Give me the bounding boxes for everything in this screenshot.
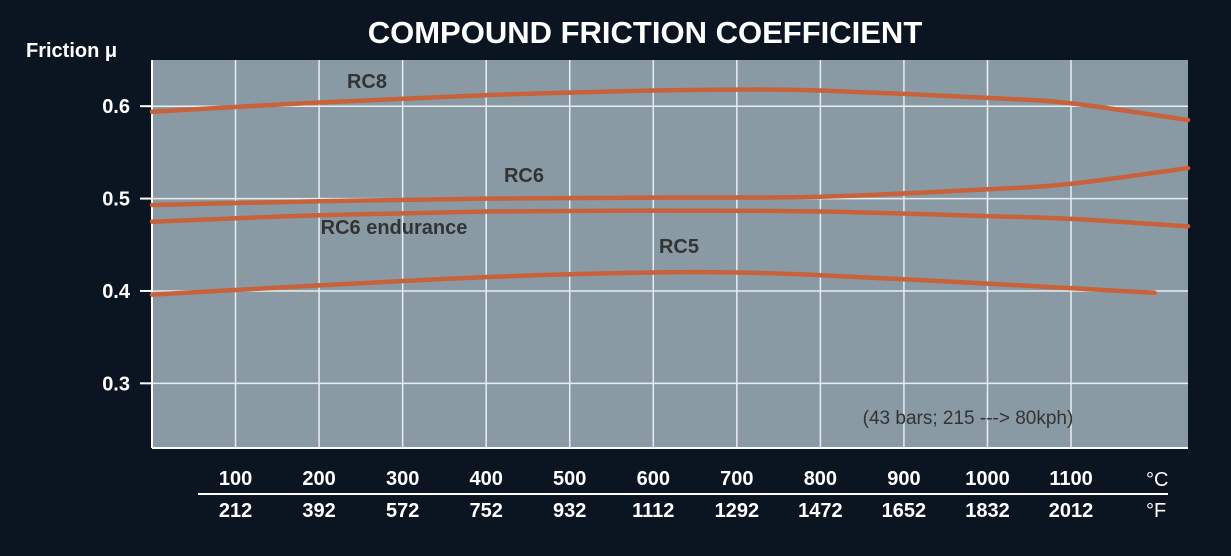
x-tick-label-fahrenheit: 1472 (798, 500, 843, 522)
x-tick-label-celsius: 500 (553, 468, 586, 490)
series-line-rc8 (149, 87, 1191, 123)
x-tick-label-celsius: 900 (887, 468, 920, 490)
x-tick-label-fahrenheit: 752 (470, 500, 503, 522)
x-tick-label-fahrenheit: 1112 (632, 500, 674, 522)
x-tick-label-celsius: 100 (219, 468, 252, 490)
series-line-rc6 (149, 165, 1191, 208)
y-tick-label: 0.4 (102, 281, 131, 303)
x-tick-label-fahrenheit: 572 (386, 500, 419, 522)
x-tick-label-fahrenheit: 1652 (882, 500, 927, 522)
x-tick-label-fahrenheit: 1292 (715, 500, 760, 522)
x-tick-label-celsius: 400 (470, 468, 503, 490)
axes (140, 60, 1188, 495)
y-tick-label: 0.5 (102, 189, 130, 211)
series-label-rc5: RC5 (659, 236, 699, 258)
x-tick-label-fahrenheit: 2012 (1049, 500, 1094, 522)
annotation-text: (43 bars; 215 ---> 80kph) (863, 408, 1074, 429)
x-tick-label-fahrenheit: 392 (302, 500, 335, 522)
grid (152, 60, 1188, 448)
x-tick-label-celsius: 800 (804, 468, 837, 490)
x-tick-label-celsius: 200 (302, 468, 335, 490)
x-tick-label-celsius: 1000 (965, 468, 1010, 490)
series-line-rc6-endurance (149, 208, 1191, 229)
series-label-rc6: RC6 (504, 165, 544, 187)
x-tick-label-fahrenheit: 932 (553, 500, 586, 522)
x-tick-label-celsius: 1100 (1049, 468, 1092, 490)
chart-title: COMPOUND FRICTION COEFFICIENT (368, 15, 923, 50)
x-unit-celsius: °C (1146, 469, 1168, 491)
series-line-rc5 (149, 269, 1157, 297)
y-axis-label: Friction μ (26, 40, 117, 62)
x-tick-label-fahrenheit: 212 (219, 500, 252, 522)
x-tick-label-celsius: 600 (637, 468, 670, 490)
series-lines (149, 87, 1191, 297)
x-tick-label-celsius: 700 (720, 468, 753, 490)
y-tick-label: 0.6 (102, 96, 130, 118)
y-tick-label: 0.3 (102, 373, 130, 395)
labels: 0.6 0.5 0.4 0.3 100 212 200 392 300 572 400 752 500 9… (102, 71, 1093, 522)
x-tick-label-celsius: 300 (386, 468, 419, 490)
series-label-rc8: RC8 (347, 71, 387, 93)
series-label-rc6-endurance: RC6 endurance (321, 217, 468, 239)
x-tick-label-fahrenheit: 1832 (965, 500, 1010, 522)
x-unit-fahrenheit: °F (1146, 500, 1166, 522)
